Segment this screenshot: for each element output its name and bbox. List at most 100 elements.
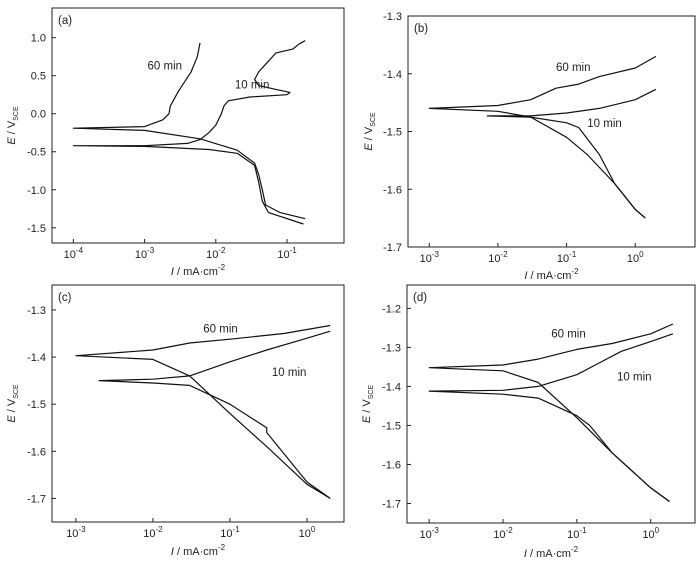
y-axis-unit: / V xyxy=(6,398,18,415)
x-axis-symbol: I xyxy=(171,266,174,278)
x-tick-label: 100 xyxy=(627,250,644,265)
panel-label: (a) xyxy=(58,15,72,27)
x-tick-base: 10 xyxy=(135,249,147,261)
y-tick-label: -1.7 xyxy=(382,498,401,510)
x-tick-exponent: -4 xyxy=(76,246,84,255)
y-axis-symbol: E xyxy=(6,137,18,145)
y-axis-unit: / V xyxy=(363,126,375,143)
series-label: 10 min xyxy=(587,118,622,130)
y-tick-label: -1.4 xyxy=(27,352,46,364)
x-tick-exponent: -3 xyxy=(78,525,86,534)
x-tick-base: 10 xyxy=(66,528,78,540)
y-axis-symbol: E xyxy=(361,415,373,423)
plot-frame xyxy=(406,284,696,524)
panel-label: (c) xyxy=(58,292,72,304)
series-label: 10 min xyxy=(235,80,270,92)
x-tick-label: 10-3 xyxy=(420,250,440,265)
x-tick-exponent: -2 xyxy=(506,526,514,535)
x-tick-base: 10 xyxy=(642,529,654,541)
y-axis-subscript: SCE xyxy=(368,385,375,400)
x-tick-exponent: -2 xyxy=(155,525,163,534)
x-tick-base: 10 xyxy=(557,253,569,265)
x-tick-base: 10 xyxy=(299,528,311,540)
y-axis-label: E / VSCE xyxy=(6,106,20,145)
chart-panel-d: 10-3 10-2 10-1 100-1.2-1.3-1.4-1.5-1.6-1.7(… xyxy=(361,284,696,560)
x-tick-exponent: -2 xyxy=(501,250,509,259)
x-tick-base: 10 xyxy=(220,528,232,540)
x-tick-label: 10-3 xyxy=(66,525,86,540)
y-tick-label: -1.6 xyxy=(382,459,401,471)
y-tick-label: -1.3 xyxy=(382,342,401,354)
x-tick-exponent: 0 xyxy=(655,526,660,535)
series-line-60-min xyxy=(72,42,306,220)
x-axis-symbol: I xyxy=(171,546,174,558)
y-tick-label: -1.0 xyxy=(27,185,46,197)
x-tick-label: 10-4 xyxy=(64,246,84,261)
x-tick-label: 10-1 xyxy=(277,246,297,261)
x-tick-label: 100 xyxy=(299,525,316,540)
y-tick-label: -1.7 xyxy=(27,493,46,505)
plot-frame xyxy=(51,284,345,523)
x-axis-exponent: -2 xyxy=(571,545,579,554)
x-axis-unit: / mA·cm xyxy=(174,266,218,278)
x-tick-exponent: 0 xyxy=(311,525,316,534)
series-line-10-min xyxy=(72,40,306,225)
y-tick-label: -1.5 xyxy=(382,420,401,432)
chart-panel-c: 10-3 10-2 10-1 100-1.3-1.4-1.5-1.6-1.7(c)I … xyxy=(6,284,345,558)
y-axis-label: E / VSCE xyxy=(6,384,20,423)
chart-panel-a: 10-4 10-3 10-2 10-11.00.50.0-0.5-1.0-1.5(a)… xyxy=(6,7,345,278)
y-tick-label: -1.5 xyxy=(27,223,46,235)
series-label: 60 min xyxy=(556,62,591,74)
x-tick-base: 10 xyxy=(627,253,639,265)
x-axis-label: I / mA·cm-2 xyxy=(171,263,226,278)
x-tick-label: 10-1 xyxy=(220,525,240,540)
x-tick-label: 10-2 xyxy=(488,250,508,265)
y-axis-unit: / V xyxy=(361,399,373,416)
x-axis-unit: / mA·cm xyxy=(527,548,571,560)
x-tick-base: 10 xyxy=(567,529,579,541)
series-line-10-min xyxy=(486,88,657,219)
x-axis-label: I / mA·cm-2 xyxy=(524,267,579,282)
x-tick-base: 10 xyxy=(64,249,76,261)
x-tick-label: 10-1 xyxy=(557,250,577,265)
x-tick-exponent: -3 xyxy=(432,526,440,535)
x-tick-exponent: -1 xyxy=(579,526,587,535)
x-tick-label: 10-1 xyxy=(567,526,587,541)
x-axis-label: I / mA·cm-2 xyxy=(171,543,226,558)
y-tick-label: -1.4 xyxy=(382,381,401,393)
series-label: 60 min xyxy=(551,329,586,341)
x-axis-label: I / mA·cm-2 xyxy=(524,545,579,560)
plot-frame xyxy=(51,7,345,244)
chart-panel-b: 10-3 10-2 10-1 100-1.3-1.4-1.5-1.6-1.7(b)I … xyxy=(363,11,696,282)
y-tick-label: -1.6 xyxy=(27,446,46,458)
y-axis-label: E / VSCE xyxy=(363,112,377,151)
x-tick-base: 10 xyxy=(493,529,505,541)
y-axis-subscript: SCE xyxy=(370,112,377,127)
x-tick-base: 10 xyxy=(206,249,218,261)
y-axis-label: E / VSCE xyxy=(361,385,375,424)
x-tick-base: 10 xyxy=(420,253,432,265)
plot-frame xyxy=(407,15,696,248)
x-axis-symbol: I xyxy=(524,548,527,560)
x-tick-base: 10 xyxy=(143,528,155,540)
series-line-60-min xyxy=(428,55,657,219)
x-tick-label: 10-3 xyxy=(135,246,155,261)
series-label: 60 min xyxy=(148,61,183,73)
y-tick-label: 0.5 xyxy=(31,71,46,83)
y-tick-label: -1.3 xyxy=(27,305,46,317)
y-tick-label: -1.4 xyxy=(383,69,402,81)
series-line-60-min xyxy=(75,324,331,499)
series-label: 10 min xyxy=(272,367,307,379)
y-tick-label: 1.0 xyxy=(31,33,46,45)
y-axis-unit: / V xyxy=(6,120,18,137)
y-tick-label: -1.2 xyxy=(382,303,401,315)
y-axis-subscript: SCE xyxy=(13,384,20,399)
x-tick-exponent: -3 xyxy=(432,250,440,259)
x-axis-symbol: I xyxy=(524,270,527,282)
y-tick-label: -1.7 xyxy=(383,242,402,254)
x-axis-exponent: -2 xyxy=(218,263,226,272)
x-tick-label: 10-2 xyxy=(206,246,226,261)
x-tick-exponent: -1 xyxy=(290,246,298,255)
x-tick-label: 10-3 xyxy=(419,526,439,541)
